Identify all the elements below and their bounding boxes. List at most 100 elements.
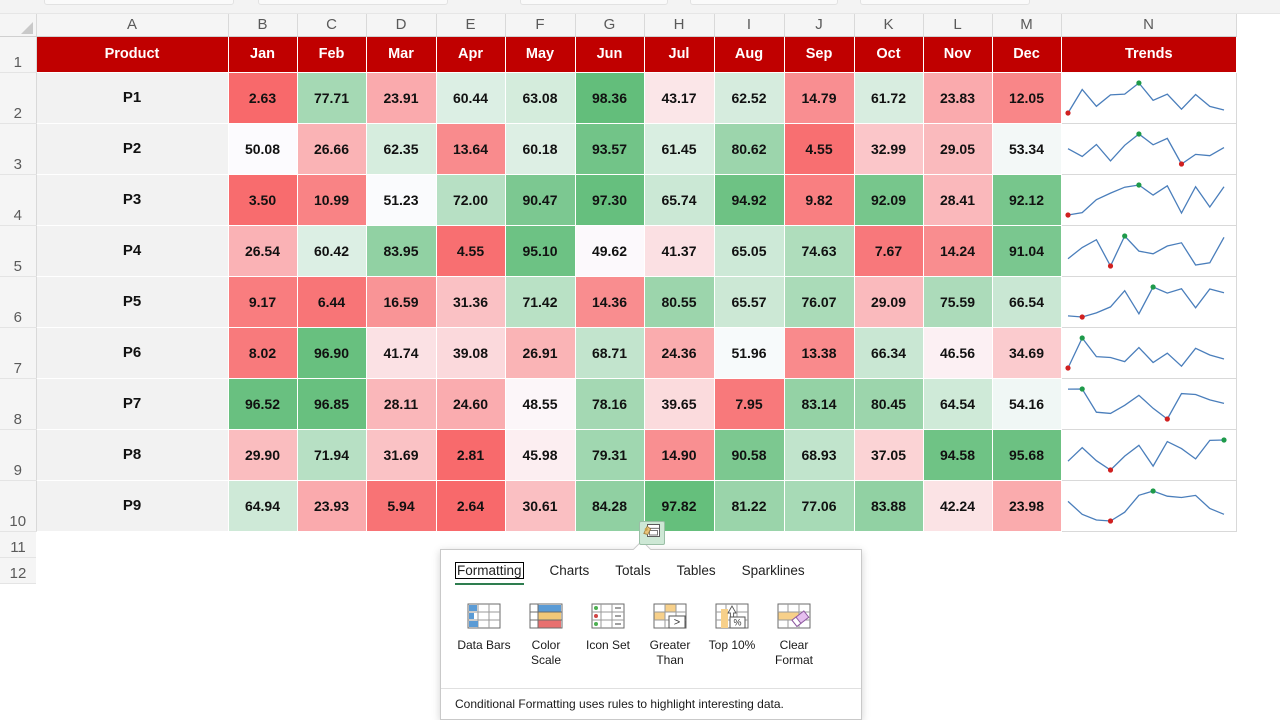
data-cell[interactable]: 45.98 bbox=[505, 429, 576, 481]
data-cell[interactable]: 64.94 bbox=[228, 480, 298, 532]
data-cell[interactable]: 31.36 bbox=[436, 276, 506, 328]
data-cell[interactable]: 84.28 bbox=[575, 480, 645, 532]
data-cell[interactable]: 74.63 bbox=[784, 225, 855, 277]
data-cell[interactable]: 65.57 bbox=[714, 276, 785, 328]
data-cell[interactable]: 96.52 bbox=[228, 378, 298, 430]
data-cell[interactable]: 81.22 bbox=[714, 480, 785, 532]
column-header-c[interactable]: C bbox=[297, 14, 367, 37]
data-cell[interactable]: 92.12 bbox=[992, 174, 1062, 226]
data-cell[interactable]: 65.05 bbox=[714, 225, 785, 277]
data-cell[interactable]: 30.61 bbox=[505, 480, 576, 532]
data-cell[interactable]: 32.99 bbox=[854, 123, 924, 175]
data-cell[interactable]: 60.42 bbox=[297, 225, 367, 277]
quick-analysis-popup[interactable]: Formatting Charts Totals Tables Sparklines D… bbox=[440, 549, 862, 720]
data-cell[interactable]: 71.42 bbox=[505, 276, 576, 328]
data-cell[interactable]: 7.95 bbox=[714, 378, 785, 430]
row-header-11[interactable]: 11 bbox=[0, 531, 36, 558]
row-header-5[interactable]: 5 bbox=[0, 225, 37, 277]
quick-analysis-tabs[interactable]: Formatting Charts Totals Tables Sparklines bbox=[441, 550, 861, 585]
data-cell[interactable]: 41.74 bbox=[366, 327, 437, 379]
data-cell[interactable]: 80.55 bbox=[644, 276, 715, 328]
column-header-n[interactable]: N bbox=[1061, 14, 1237, 37]
quick-analysis-tab-formatting[interactable]: Formatting bbox=[455, 562, 524, 585]
data-cell[interactable]: 13.64 bbox=[436, 123, 506, 175]
column-header-g[interactable]: G bbox=[575, 14, 645, 37]
data-cell[interactable]: 28.11 bbox=[366, 378, 437, 430]
row-header-2[interactable]: 2 bbox=[0, 72, 37, 124]
quick-analysis-options[interactable]: Data Bars Color Scale Icon Set > Greater Tha… bbox=[441, 585, 861, 668]
data-cell[interactable]: 14.24 bbox=[923, 225, 993, 277]
data-cell[interactable]: 50.08 bbox=[228, 123, 298, 175]
data-cell[interactable]: 24.60 bbox=[436, 378, 506, 430]
data-cell[interactable]: 48.55 bbox=[505, 378, 576, 430]
data-cell[interactable]: 68.93 bbox=[784, 429, 855, 481]
data-cell[interactable]: 23.91 bbox=[366, 72, 437, 124]
data-cell[interactable]: 98.36 bbox=[575, 72, 645, 124]
data-cell[interactable]: 29.09 bbox=[854, 276, 924, 328]
data-cell[interactable]: 94.58 bbox=[923, 429, 993, 481]
data-cell[interactable]: 3.50 bbox=[228, 174, 298, 226]
data-cell[interactable]: 46.56 bbox=[923, 327, 993, 379]
row-header-4[interactable]: 4 bbox=[0, 174, 37, 226]
data-cell[interactable]: 80.45 bbox=[854, 378, 924, 430]
column-header-i[interactable]: I bbox=[714, 14, 785, 37]
data-cell[interactable]: 29.90 bbox=[228, 429, 298, 481]
data-cell[interactable]: 72.00 bbox=[436, 174, 506, 226]
quick-analysis-tab-charts[interactable]: Charts bbox=[550, 563, 590, 585]
quick-analysis-item-greater-than[interactable]: > Greater Than bbox=[639, 597, 701, 668]
data-cell[interactable]: 60.18 bbox=[505, 123, 576, 175]
data-cell[interactable]: 78.16 bbox=[575, 378, 645, 430]
data-cell[interactable]: 83.88 bbox=[854, 480, 924, 532]
column-header-m[interactable]: M bbox=[992, 14, 1062, 37]
data-cell[interactable]: 83.95 bbox=[366, 225, 437, 277]
sparkline-cell[interactable] bbox=[1061, 72, 1237, 124]
column-header-h[interactable]: H bbox=[644, 14, 715, 37]
data-cell[interactable]: 23.98 bbox=[992, 480, 1062, 532]
row-header-10[interactable]: 10 bbox=[0, 480, 37, 532]
data-cell[interactable]: 6.44 bbox=[297, 276, 367, 328]
data-cell[interactable]: 4.55 bbox=[436, 225, 506, 277]
data-cell[interactable]: 79.31 bbox=[575, 429, 645, 481]
data-cell[interactable]: 37.05 bbox=[854, 429, 924, 481]
data-cell[interactable]: 14.90 bbox=[644, 429, 715, 481]
data-cell[interactable]: 68.71 bbox=[575, 327, 645, 379]
sparkline-cell[interactable] bbox=[1061, 327, 1237, 379]
column-header-e[interactable]: E bbox=[436, 14, 506, 37]
sparkline-cell[interactable] bbox=[1061, 174, 1237, 226]
data-cell[interactable]: 63.08 bbox=[505, 72, 576, 124]
data-cell[interactable]: 97.30 bbox=[575, 174, 645, 226]
data-cell[interactable]: 34.69 bbox=[992, 327, 1062, 379]
data-cell[interactable]: 75.59 bbox=[923, 276, 993, 328]
data-cell[interactable]: 7.67 bbox=[854, 225, 924, 277]
data-cell[interactable]: 42.24 bbox=[923, 480, 993, 532]
data-cell[interactable]: 23.93 bbox=[297, 480, 367, 532]
data-cell[interactable]: 23.83 bbox=[923, 72, 993, 124]
data-cell[interactable]: 43.17 bbox=[644, 72, 715, 124]
data-cell[interactable]: 77.71 bbox=[297, 72, 367, 124]
column-header-f[interactable]: F bbox=[505, 14, 576, 37]
sparkline-cell[interactable] bbox=[1061, 276, 1237, 328]
data-cell[interactable]: 14.79 bbox=[784, 72, 855, 124]
data-cell[interactable]: 24.36 bbox=[644, 327, 715, 379]
column-header-d[interactable]: D bbox=[366, 14, 437, 37]
sparkline-cell[interactable] bbox=[1061, 480, 1237, 532]
data-cell[interactable]: 39.65 bbox=[644, 378, 715, 430]
sparkline-cell[interactable] bbox=[1061, 225, 1237, 277]
row-header-8[interactable]: 8 bbox=[0, 378, 37, 430]
row-header-12[interactable]: 12 bbox=[0, 557, 36, 584]
row-header-6[interactable]: 6 bbox=[0, 276, 37, 328]
data-cell[interactable]: 65.74 bbox=[644, 174, 715, 226]
data-cell[interactable]: 61.45 bbox=[644, 123, 715, 175]
data-cell[interactable]: 83.14 bbox=[784, 378, 855, 430]
data-cell[interactable]: 60.44 bbox=[436, 72, 506, 124]
data-cell[interactable]: 95.10 bbox=[505, 225, 576, 277]
data-cell[interactable]: 51.96 bbox=[714, 327, 785, 379]
data-cell[interactable]: 26.91 bbox=[505, 327, 576, 379]
data-cell[interactable]: 76.07 bbox=[784, 276, 855, 328]
data-cell[interactable]: 94.92 bbox=[714, 174, 785, 226]
data-cell[interactable]: 4.55 bbox=[784, 123, 855, 175]
data-cell[interactable]: 2.81 bbox=[436, 429, 506, 481]
quick-analysis-item-icon-set[interactable]: Icon Set bbox=[577, 597, 639, 668]
column-header-b[interactable]: B bbox=[228, 14, 298, 37]
data-cell[interactable]: 62.35 bbox=[366, 123, 437, 175]
